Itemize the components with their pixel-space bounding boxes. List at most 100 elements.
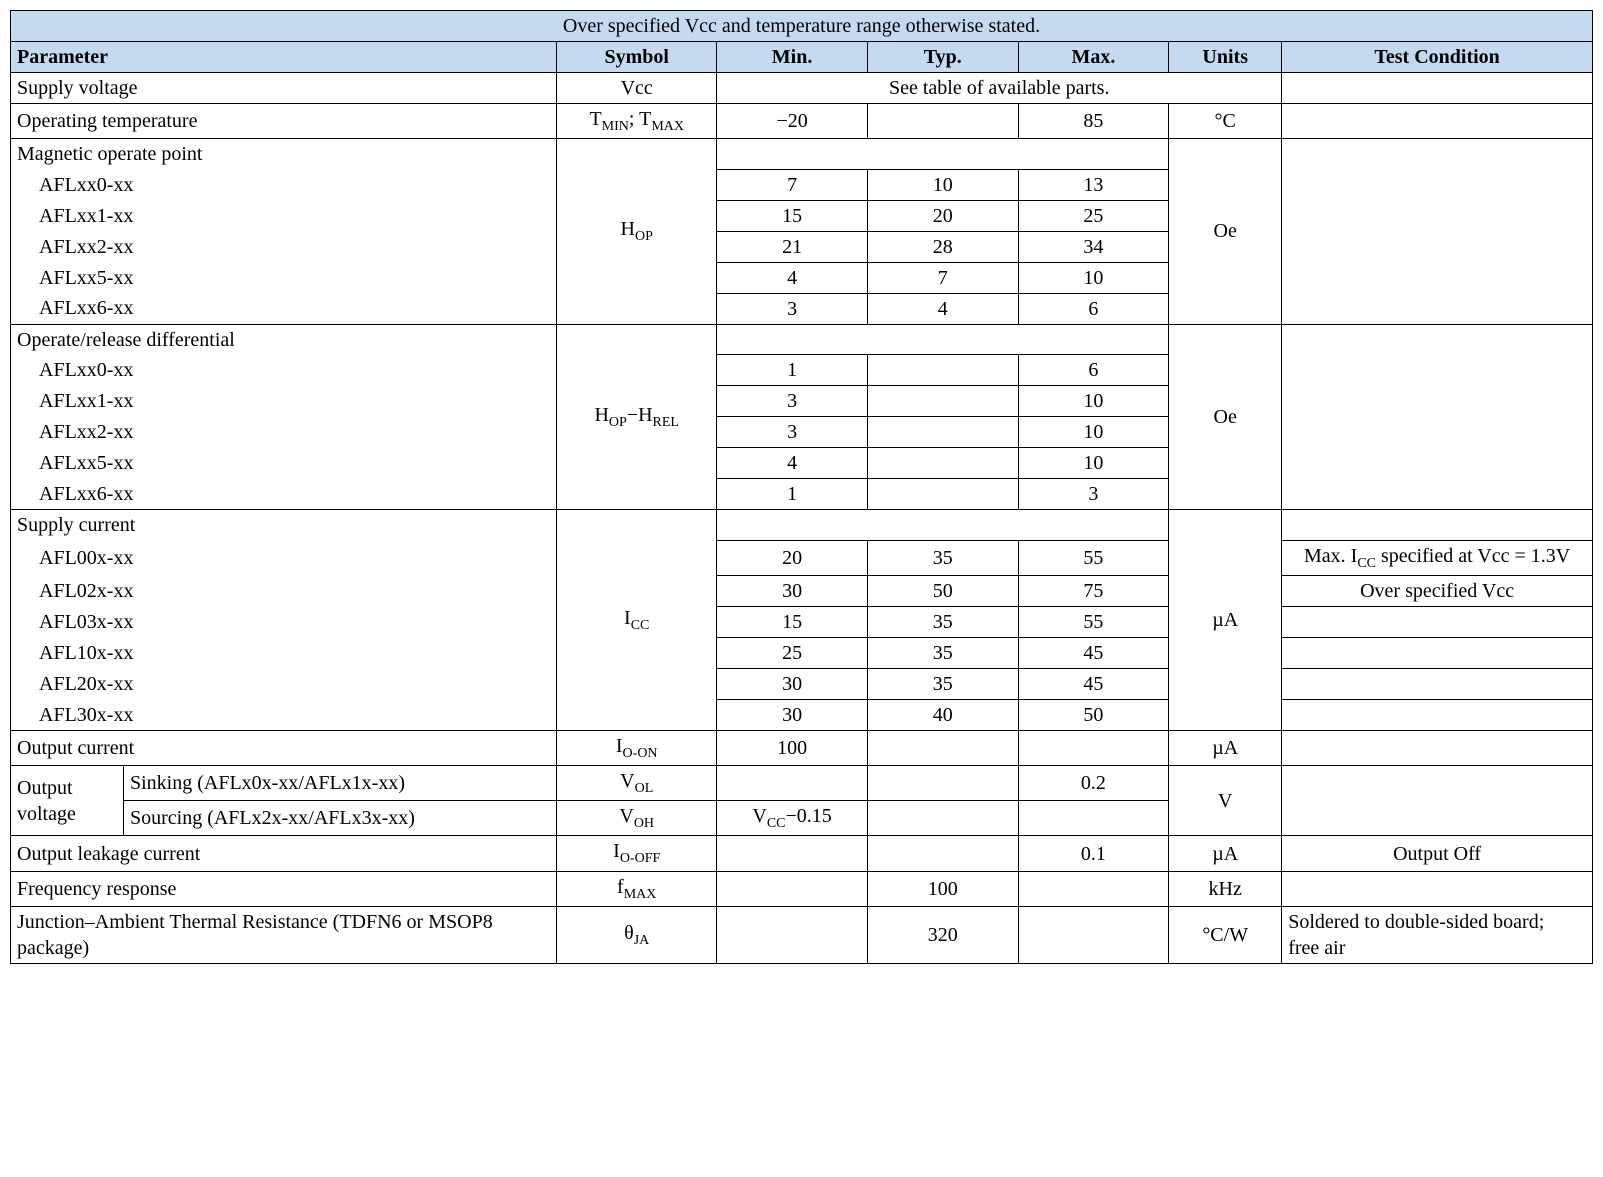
cell-tc: Over specified Vcc [1282,575,1593,606]
cell-tc [1282,73,1593,104]
cell-units: Oe [1169,324,1282,510]
cell-tc [1282,510,1593,541]
row-mag-op-header: Magnetic operate point HOP Oe [11,139,1593,170]
cell-symbol: VOL [557,766,717,801]
cell-typ [867,836,1018,871]
cell-tc [1282,104,1593,139]
cell-max: 13 [1018,169,1169,200]
cell-units: °C [1169,104,1282,139]
cell-blank [717,139,1169,170]
cell-symbol: IO-OFF [557,836,717,871]
cell-min: 1 [717,479,868,510]
cell-group-label: Supply current [11,510,557,541]
cell-symbol: HOP−HREL [557,324,717,510]
cell-typ [867,448,1018,479]
cell-max: 55 [1018,540,1169,575]
cell-min: 30 [717,575,868,606]
cell-group-label: Operate/release differential [11,324,557,355]
cell-units: µA [1169,836,1282,871]
cell-label: AFLxx2-xx [11,231,557,262]
cell-max: 75 [1018,575,1169,606]
cell-typ: 35 [867,668,1018,699]
row-supply-current-4: AFL20x-xx 30 35 45 [11,668,1593,699]
cell-max: 45 [1018,668,1169,699]
cell-label: AFL10x-xx [11,637,557,668]
cell-min: 100 [717,730,868,765]
cell-symbol: ICC [557,510,717,731]
cell-min: −20 [717,104,868,139]
row-output-current: Output current IO-ON 100 µA [11,730,1593,765]
row-thermal: Junction–Ambient Thermal Resistance (TDF… [11,906,1593,963]
cell-max: 50 [1018,699,1169,730]
cell-typ [867,355,1018,386]
cell-typ: 4 [867,293,1018,324]
row-supply-current-2: AFL03x-xx 15 35 55 [11,606,1593,637]
cell-min: 25 [717,637,868,668]
cell-typ [867,730,1018,765]
col-min: Min. [717,42,868,73]
cell-typ [867,479,1018,510]
cell-symbol: TMIN; TMAX [557,104,717,139]
cell-min: 15 [717,606,868,637]
cell-label: AFLxx1-xx [11,386,557,417]
cell-typ: 7 [867,262,1018,293]
cell-tc [1282,699,1593,730]
cell-typ: 50 [867,575,1018,606]
cell-max: 25 [1018,200,1169,231]
cell-typ: 35 [867,540,1018,575]
cell-label: AFLxx5-xx [11,448,557,479]
row-supply-current-3: AFL10x-xx 25 35 45 [11,637,1593,668]
col-units: Units [1169,42,1282,73]
cell-tc [1282,871,1593,906]
cell-max: 10 [1018,386,1169,417]
cell-min: 20 [717,540,868,575]
cell-max: 3 [1018,479,1169,510]
cell-typ [867,417,1018,448]
row-output-voltage-sink: Output voltage Sinking (AFLx0x-xx/AFLx1x… [11,766,1593,801]
cell-label: AFL03x-xx [11,606,557,637]
table-caption: Over specified Vcc and temperature range… [11,11,1593,42]
cell-typ: 28 [867,231,1018,262]
cell-typ: 10 [867,169,1018,200]
row-supply-voltage: Supply voltage Vcc See table of availabl… [11,73,1593,104]
cell-units: Oe [1169,139,1282,325]
cell-note: See table of available parts. [717,73,1282,104]
cell-param: Junction–Ambient Thermal Resistance (TDF… [11,906,557,963]
cell-min: 4 [717,262,868,293]
cell-min: 4 [717,448,868,479]
cell-label: AFLxx5-xx [11,262,557,293]
cell-group-label: Magnetic operate point [11,139,557,170]
spec-table: Over specified Vcc and temperature range… [10,10,1593,964]
cell-tc: Max. ICC specified at Vcc = 1.3V [1282,540,1593,575]
cell-symbol: θJA [557,906,717,963]
cell-min: VCC−0.15 [717,801,868,836]
col-max: Max. [1018,42,1169,73]
cell-min: 7 [717,169,868,200]
cell-min: 3 [717,293,868,324]
cell-tc [1282,637,1593,668]
cell-min [717,871,868,906]
cell-tc [1282,730,1593,765]
cell-param: Operating temperature [11,104,557,139]
cell-typ: 20 [867,200,1018,231]
cell-tc [1282,139,1593,325]
cell-tc: Output Off [1282,836,1593,871]
cell-typ [867,766,1018,801]
cell-min: 21 [717,231,868,262]
cell-min: 1 [717,355,868,386]
cell-units: µA [1169,730,1282,765]
col-parameter: Parameter [11,42,557,73]
row-freq-response: Frequency response fMAX 100 kHz [11,871,1593,906]
cell-label: Sinking (AFLx0x-xx/AFLx1x-xx) [123,766,556,801]
cell-max [1018,906,1169,963]
row-op-rel-header: Operate/release differential HOP−HREL Oe [11,324,1593,355]
cell-label: AFL30x-xx [11,699,557,730]
cell-blank [717,324,1169,355]
cell-symbol: fMAX [557,871,717,906]
cell-label: Sourcing (AFLx2x-xx/AFLx3x-xx) [123,801,556,836]
cell-label: AFL02x-xx [11,575,557,606]
cell-min: 3 [717,417,868,448]
cell-symbol: VOH [557,801,717,836]
col-test-condition: Test Condition [1282,42,1593,73]
cell-max [1018,730,1169,765]
